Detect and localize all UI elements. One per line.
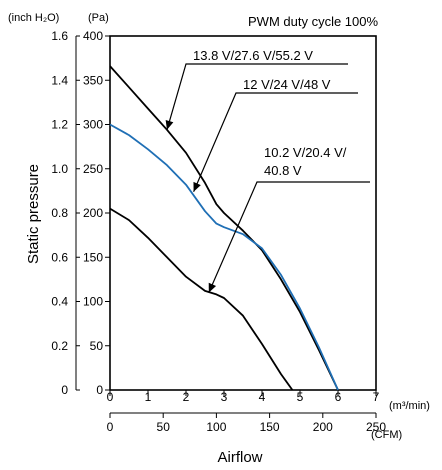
- y-axis-title: Static pressure: [25, 164, 42, 264]
- y-primary-tick-label: 250: [83, 162, 103, 176]
- x-primary-unit: (m³/min): [389, 400, 430, 412]
- y-secondary-tick-label: 0.2: [51, 339, 68, 353]
- annotation-arrowhead-0: [165, 120, 174, 130]
- x-primary-tick-label: 0: [107, 390, 114, 404]
- x-secondary-tick-label: 200: [313, 420, 333, 434]
- y-primary-unit: (Pa): [88, 12, 109, 24]
- x-secondary-tick-label: 50: [157, 420, 171, 434]
- x-secondary-tick-label: 0: [107, 420, 114, 434]
- y-primary-tick-label: 200: [83, 206, 103, 220]
- annotation-arrowhead-1: [193, 181, 201, 192]
- y-secondary-tick-label: 0.4: [51, 295, 68, 309]
- chart-title: PWM duty cycle 100%: [248, 14, 378, 29]
- y-primary-tick-label: 50: [90, 339, 104, 353]
- y-secondary-tick-label: 1.4: [51, 73, 68, 87]
- annotation-label-2-line2: 40.8 V: [264, 163, 302, 178]
- x-secondary-tick-label: 250: [366, 420, 386, 434]
- y-secondary-tick-label: 0.8: [51, 206, 68, 220]
- series-line-0: [109, 65, 339, 391]
- y-secondary-tick-label: 0: [61, 383, 68, 397]
- annotation-leader-2: [208, 181, 370, 293]
- x-primary-tick-label: 7: [373, 390, 380, 404]
- y-primary-tick-label: 150: [83, 250, 103, 264]
- y-primary-tick-label: 400: [83, 29, 103, 43]
- x-secondary-tick-label: 100: [206, 420, 226, 434]
- y-secondary-tick-label: 0.6: [51, 250, 68, 264]
- y-primary-tick-label: 100: [83, 295, 103, 309]
- annotation-label-2: 10.2 V/20.4 V/: [264, 145, 347, 160]
- x-primary-tick-label: 2: [183, 390, 190, 404]
- y-secondary-tick-label: 1.0: [51, 162, 68, 176]
- x-secondary-unit: (CFM): [371, 429, 402, 441]
- y-secondary-tick-label: 1.6: [51, 29, 68, 43]
- y-primary-tick-label: 0: [96, 383, 103, 397]
- x-primary-tick-label: 5: [297, 390, 304, 404]
- series-line-2: [109, 207, 294, 391]
- x-primary-tick-label: 4: [259, 390, 266, 404]
- annotation-label-0: 13.8 V/27.6 V/55.2 V: [193, 48, 313, 63]
- annotation-label-1: 12 V/24 V/48 V: [243, 77, 331, 92]
- annotation-leader-0: [166, 63, 348, 130]
- annotation-leader-1: [193, 92, 358, 192]
- y-primary-tick-label: 350: [83, 73, 103, 87]
- series-line-1: [109, 123, 339, 391]
- x-axis-title: Airflow: [217, 449, 262, 466]
- y-secondary-unit: (inch H₂O): [8, 12, 59, 24]
- x-primary-tick-label: 3: [221, 390, 228, 404]
- y-secondary-tick-label: 1.2: [51, 118, 68, 132]
- x-primary-tick-label: 6: [335, 390, 342, 404]
- x-secondary-tick-label: 150: [260, 420, 280, 434]
- annotation-arrowhead-2: [208, 282, 217, 293]
- x-primary-tick-label: 1: [145, 390, 152, 404]
- y-primary-tick-label: 300: [83, 118, 103, 132]
